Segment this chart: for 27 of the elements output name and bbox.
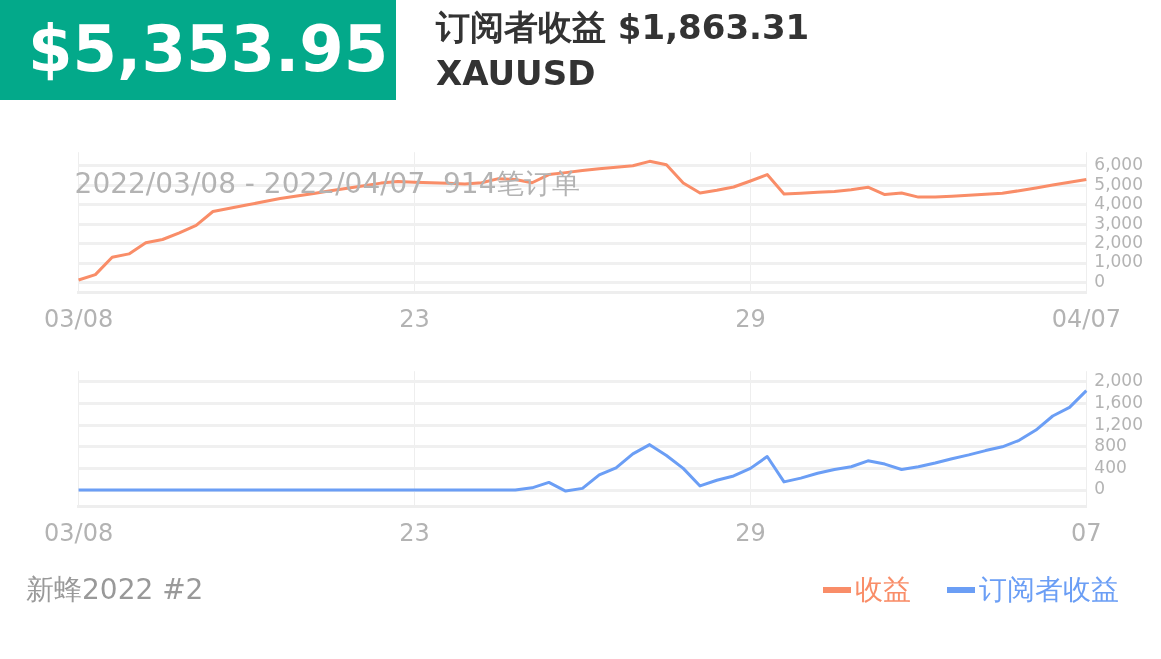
y-tick-label: 0: [1094, 478, 1106, 499]
text: $5,353.95: [0, 0, 396, 100]
legend-label: 收益: [854, 572, 911, 608]
y-tick-label: 6,000: [1094, 154, 1143, 175]
x-tick-label: 29: [735, 518, 766, 547]
y-tick-label: 1,000: [1094, 251, 1143, 272]
x-tick-label: 23: [399, 304, 430, 333]
y-tick-label: 1,600: [1094, 392, 1143, 413]
y-tick-label: 2,000: [1094, 232, 1143, 253]
text: XAUUSD: [436, 52, 597, 95]
y-tick-label: 1,200: [1094, 413, 1143, 434]
y-tick-label: 5,000: [1094, 173, 1143, 194]
x-tick-label: 04/07: [1051, 304, 1121, 333]
x-tick-label: 03/08: [44, 304, 114, 333]
x-tick-label: 29: [735, 304, 766, 333]
x-tick-label: 03/08: [44, 518, 114, 547]
text: 订阅者收益 $1,863.31: [436, 6, 810, 49]
y-tick-label: 0: [1094, 270, 1106, 291]
y-tick-label: 2,000: [1094, 370, 1143, 391]
y-tick-label: 400: [1094, 456, 1127, 477]
y-tick-label: 800: [1094, 435, 1127, 456]
x-tick-label: 07: [1071, 518, 1102, 547]
legend-label: 订阅者收益: [978, 572, 1119, 608]
y-tick-label: 3,000: [1094, 212, 1143, 233]
x-tick-label: 23: [399, 518, 430, 547]
text: 新蜂2022 #2: [26, 572, 204, 608]
y-tick-label: 4,000: [1094, 193, 1143, 214]
